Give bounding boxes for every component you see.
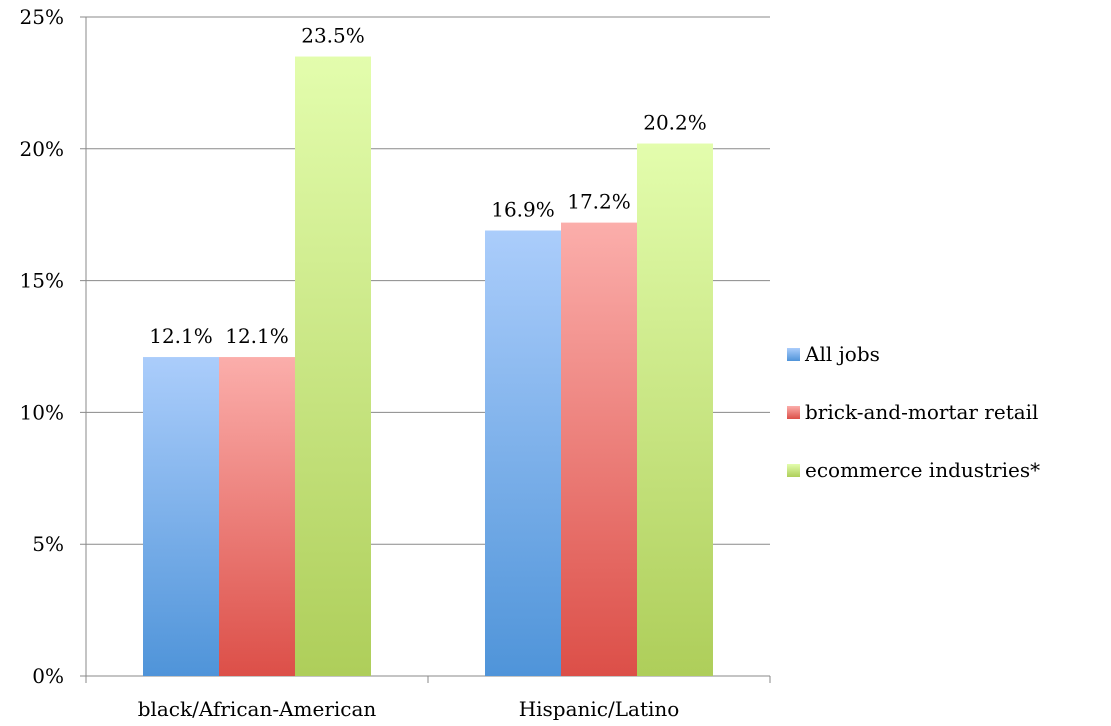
- legend-label: brick-and-mortar retail: [805, 400, 1038, 424]
- bar: [143, 357, 219, 676]
- x-tick-label: black/African-American: [138, 697, 377, 721]
- legend-swatch: [787, 464, 800, 477]
- data-label: 16.9%: [491, 198, 555, 222]
- bar: [219, 357, 295, 676]
- data-label: 20.2%: [643, 111, 707, 135]
- y-tick-label: 10%: [20, 400, 64, 424]
- data-label: 12.1%: [149, 324, 213, 348]
- data-labels: 12.1% 12.1% 23.5% 16.9% 17.2% 20.2%: [149, 24, 707, 349]
- bar: [295, 56, 371, 677]
- data-label: 12.1%: [225, 324, 289, 348]
- bars: [143, 56, 713, 677]
- data-label: 17.2%: [567, 190, 631, 214]
- legend: All jobs brick-and-mortar retail ecommerce…: [787, 342, 1040, 482]
- legend-swatch: [787, 406, 800, 419]
- bar: [561, 222, 637, 676]
- y-tick-label: 20%: [20, 137, 64, 161]
- y-tick-label: 0%: [32, 664, 64, 688]
- x-axis: black/African-American Hispanic/Latino: [85, 675, 771, 721]
- bar: [637, 143, 713, 676]
- legend-label: ecommerce industries*: [805, 458, 1040, 482]
- legend-swatch: [787, 348, 800, 361]
- y-tick-label: 15%: [20, 269, 64, 293]
- bar: [485, 230, 561, 677]
- x-tick-label: Hispanic/Latino: [519, 697, 680, 721]
- y-axis: 0% 5% 10% 15% 20% 25%: [20, 5, 87, 688]
- data-label: 23.5%: [301, 24, 365, 48]
- y-tick-label: 25%: [20, 5, 64, 29]
- legend-label: All jobs: [804, 342, 880, 366]
- y-tick-label: 5%: [32, 532, 64, 556]
